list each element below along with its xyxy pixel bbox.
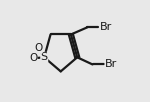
Text: O: O xyxy=(29,53,37,63)
Text: S: S xyxy=(41,52,48,62)
Text: Br: Br xyxy=(99,22,112,32)
Text: O: O xyxy=(34,43,42,53)
Text: Br: Br xyxy=(105,59,117,69)
